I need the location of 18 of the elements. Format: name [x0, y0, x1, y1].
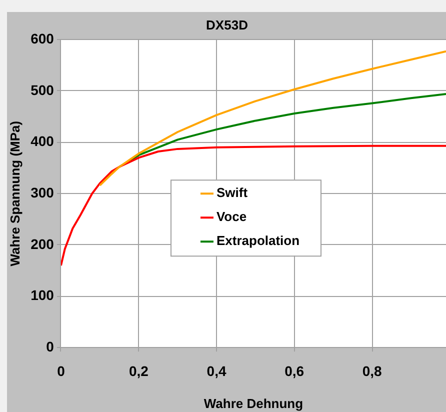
chart-title: DX53D — [206, 17, 248, 32]
y-tick-label: 600 — [30, 30, 54, 46]
y-tick-label: 200 — [30, 236, 54, 252]
legend-label: Extrapolation — [216, 233, 300, 248]
legend-label: Swift — [216, 185, 248, 200]
x-tick-label: 0,2 — [129, 362, 149, 379]
x-tick-label: 0,8 — [362, 362, 382, 379]
y-tick-label: 300 — [30, 184, 54, 200]
legend-label: Voce — [216, 209, 247, 224]
x-tick-label: 0,4 — [206, 362, 226, 379]
y-axis-title: Wahre Spannung (MPa) — [7, 120, 22, 266]
x-tick-label: 0,6 — [284, 362, 304, 379]
y-tick-label: 0 — [46, 338, 54, 354]
y-tick-label: 400 — [30, 133, 54, 150]
y-tick-label: 500 — [30, 82, 54, 98]
x-axis-title: Wahre Dehnung — [204, 396, 304, 411]
x-tick-label: 0 — [57, 362, 66, 379]
y-tick-label: 100 — [30, 287, 54, 304]
